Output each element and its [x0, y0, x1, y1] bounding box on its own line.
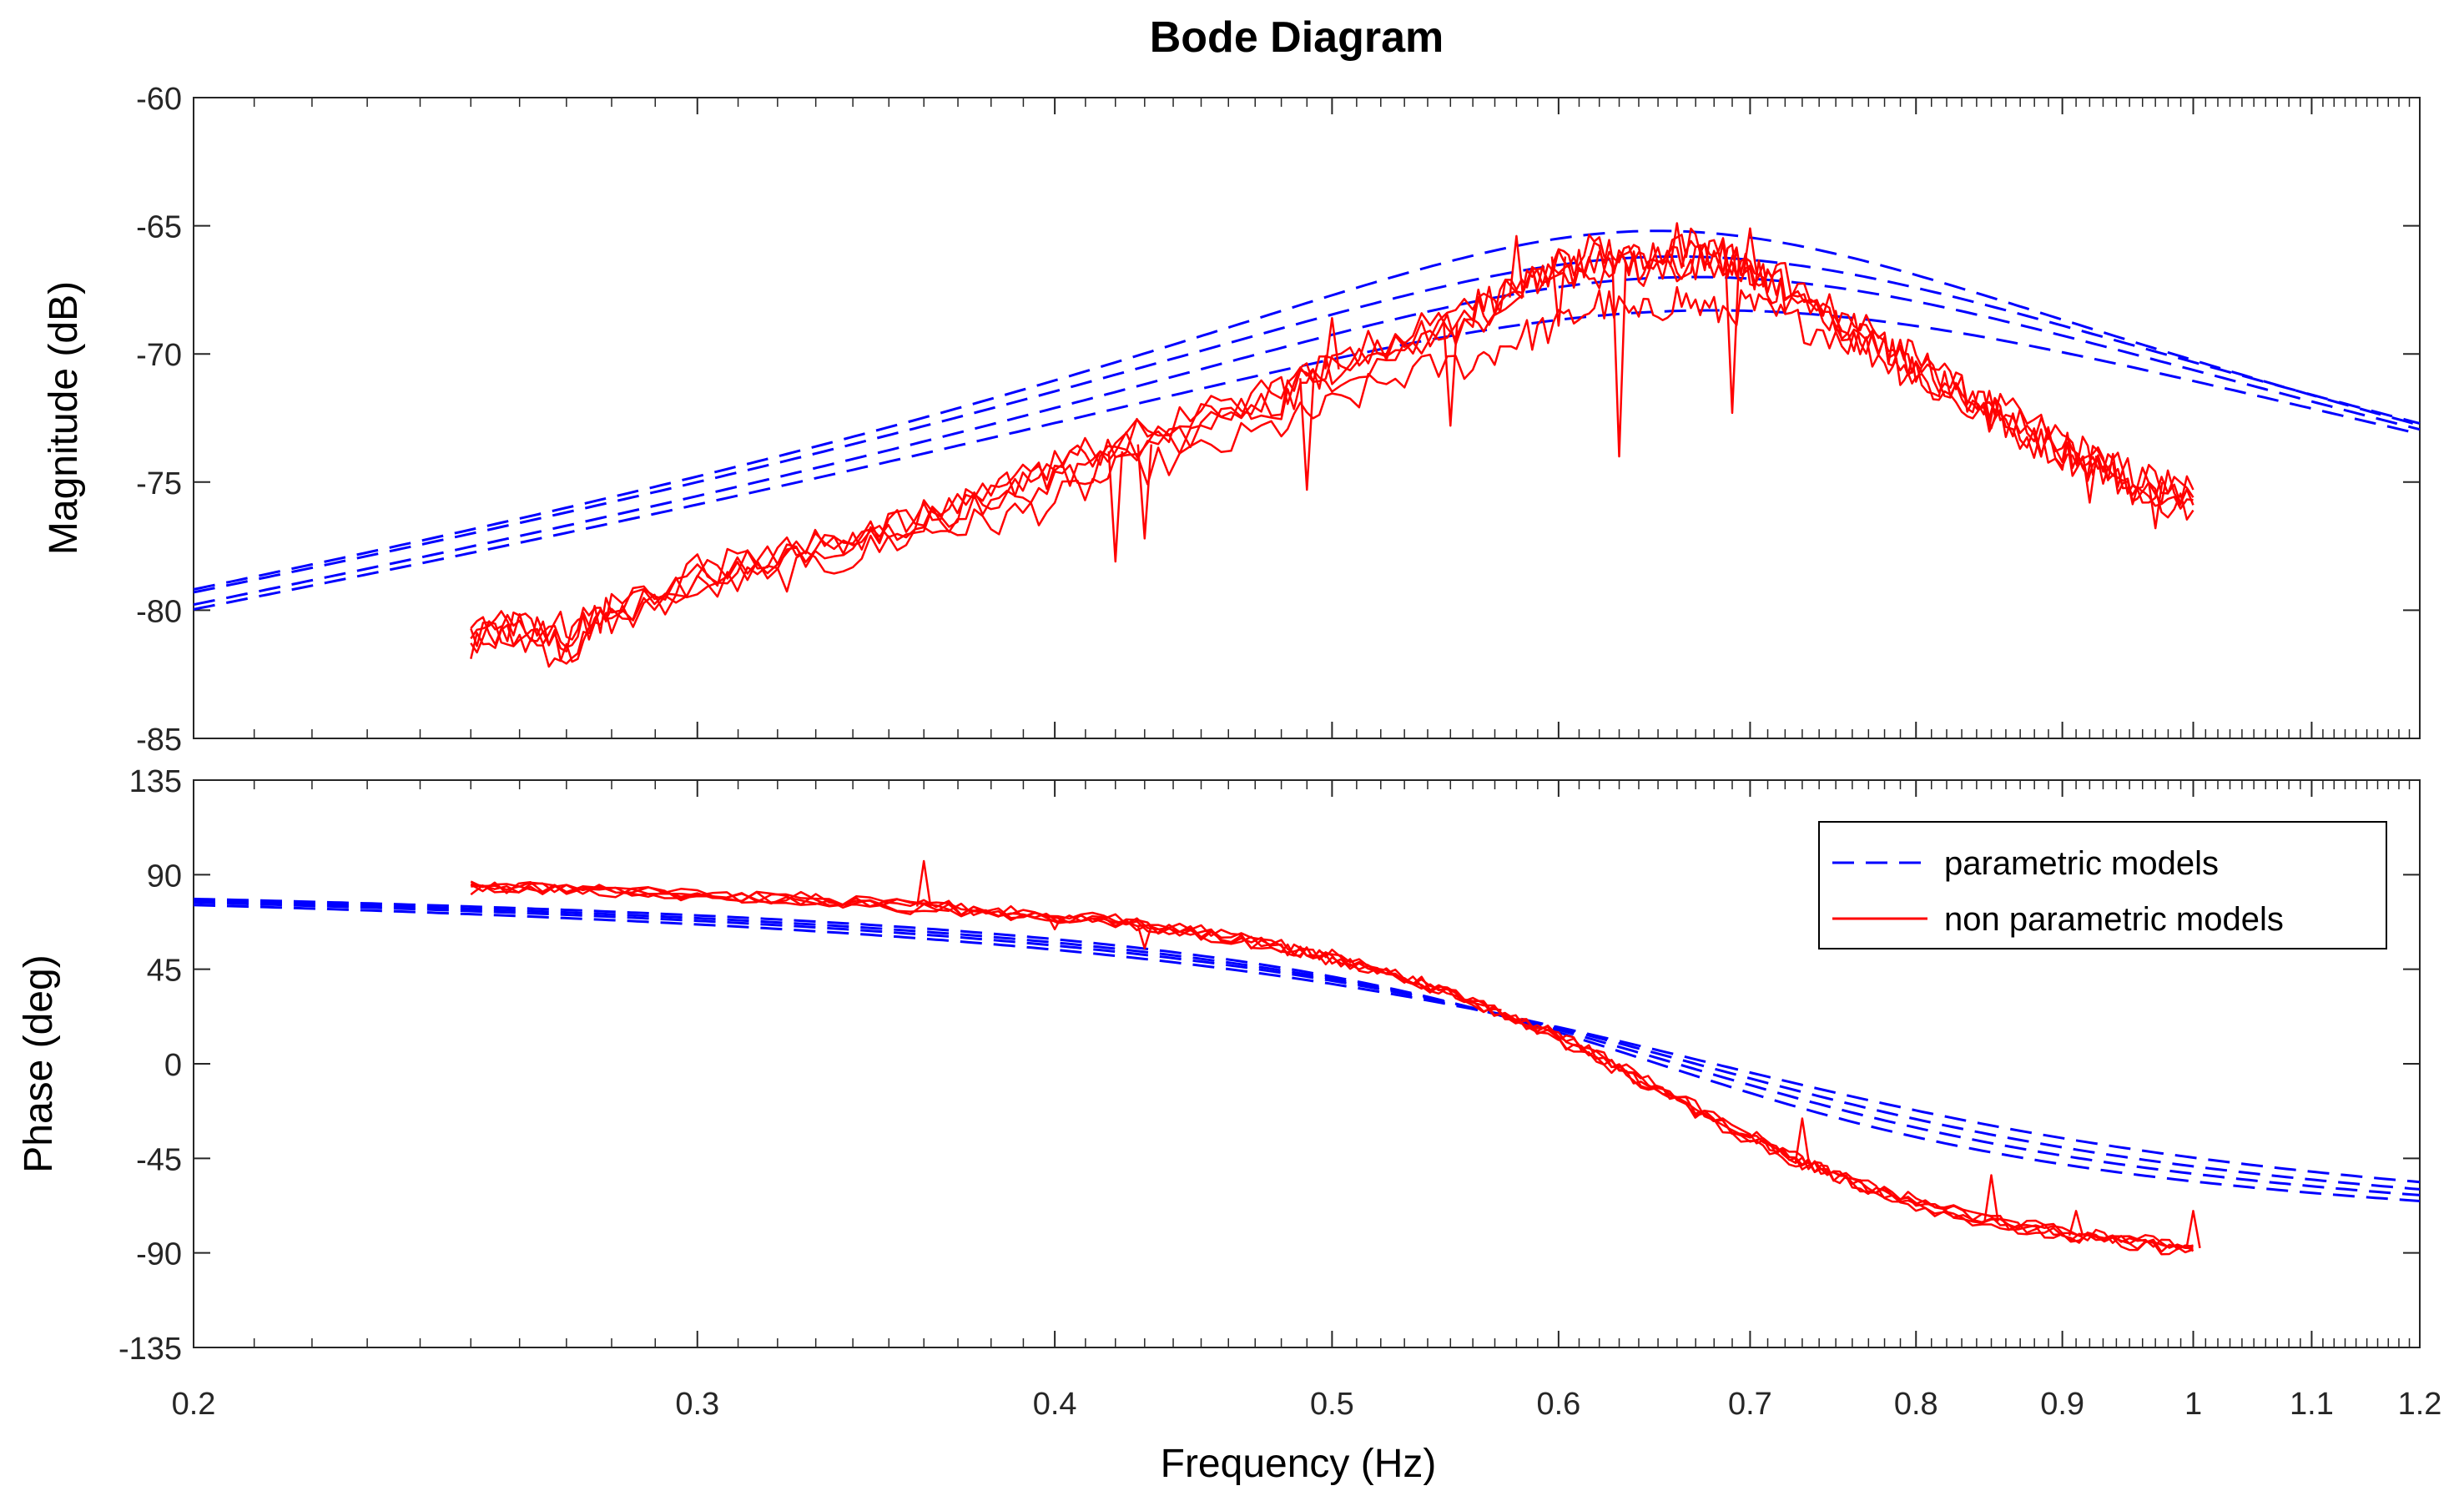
phase-ticks: -135 -90 -45 0 45 90 135	[118, 764, 2421, 1367]
chart-title: Bode Diagram	[1150, 13, 1444, 62]
phase-parametric-line	[193, 897, 2421, 1202]
magnitude-spike	[1443, 323, 1459, 427]
phase-parametric-line	[193, 901, 2421, 1191]
magnitude-non-parametric-line	[470, 227, 2194, 649]
magnitude-y-axis-label: Magnitude (dB)	[42, 281, 86, 555]
magnitude-spike	[1611, 262, 1627, 458]
phase-y-tick-label: 90	[147, 859, 182, 894]
magnitude-y-tick-label: -70	[136, 338, 182, 373]
phase-parametric-lines	[193, 897, 2421, 1202]
magnitude-spike	[1136, 444, 1153, 540]
phase-y-axis-label: Phase (deg)	[17, 954, 61, 1173]
x-tick-label: 0.3	[675, 1387, 719, 1422]
legend: parametric models non parametric models	[1818, 821, 2387, 949]
phase-non-parametric-line	[470, 882, 2194, 1256]
magnitude-axes-frame	[193, 97, 2421, 739]
magnitude-spike	[2147, 481, 2164, 530]
x-tick-label: 1.2	[2398, 1387, 2442, 1422]
magnitude-panel: -85 -80 -75 -70 -65 -60 Magnitude (dB)	[42, 82, 2421, 758]
phase-parametric-line	[193, 904, 2421, 1184]
magnitude-parametric-line	[193, 229, 2421, 591]
phase-y-tick-label: 0	[164, 1048, 182, 1083]
legend-label-parametric: parametric models	[1944, 845, 2219, 882]
magnitude-y-tick-label: -80	[136, 594, 182, 629]
magnitude-non-parametric-line	[470, 239, 2194, 665]
x-tick-label: 1.1	[2290, 1387, 2334, 1422]
x-tick-label: 0.7	[1728, 1387, 1772, 1422]
x-tick-label: 0.8	[1894, 1387, 1938, 1422]
legend-box	[1818, 821, 2387, 949]
phase-spike	[1794, 1117, 1811, 1163]
phase-spike	[2068, 1210, 2084, 1237]
phase-y-tick-label: 45	[147, 954, 182, 989]
magnitude-spike	[1550, 256, 1567, 327]
magnitude-spike	[1669, 222, 1685, 267]
magnitude-y-tick-label: -65	[136, 210, 182, 245]
phase-spike	[1046, 915, 1063, 931]
magnitude-parametric-line	[193, 255, 2421, 594]
phase-y-tick-label: -135	[118, 1332, 182, 1367]
phase-spike	[1983, 1174, 1999, 1222]
magnitude-spike	[1983, 405, 1999, 430]
magnitude-non-parametric-line	[470, 285, 2194, 668]
x-tick-label: 0.5	[1310, 1387, 1354, 1422]
magnitude-y-tick-label: -75	[136, 466, 182, 501]
phase-y-tick-label: -45	[136, 1142, 182, 1177]
magnitude-y-tick-label: -60	[136, 82, 182, 117]
magnitude-non-parametric-lines	[470, 222, 2194, 668]
legend-label-non-parametric: non parametric models	[1944, 901, 2284, 938]
magnitude-y-tick-label: -85	[136, 723, 182, 758]
x-tick-label: 0.4	[1033, 1387, 1077, 1422]
x-axis-label: Frequency (Hz)	[1161, 1442, 1437, 1486]
magnitude-ticks: -85 -80 -75 -70 -65 -60	[136, 82, 2421, 758]
magnitude-parametric-line	[193, 275, 2421, 607]
x-tick-label: 0.6	[1536, 1387, 1580, 1422]
magnitude-spike	[1107, 451, 1124, 563]
magnitude-spike	[1509, 234, 1524, 298]
magnitude-spike	[1742, 227, 1758, 275]
x-tick-labels: 0.2 0.3 0.4 0.5 0.6 0.7 0.8 0.9 1 1.1 1.2	[172, 1387, 2442, 1422]
x-tick-label: 1	[2184, 1387, 2202, 1422]
x-tick-label: 0.2	[172, 1387, 216, 1422]
phase-spike	[1136, 925, 1152, 949]
x-tick-label: 0.9	[2040, 1387, 2084, 1422]
phase-non-parametric-lines	[470, 859, 2201, 1256]
magnitude-spike	[1324, 316, 1340, 370]
phase-non-parametric-line	[471, 884, 2194, 1254]
phase-y-tick-label: -90	[136, 1237, 182, 1272]
magnitude-spike	[1299, 378, 1315, 491]
phase-y-tick-label: 135	[129, 764, 182, 799]
phase-parametric-line	[193, 899, 2421, 1196]
magnitude-spike	[2082, 456, 2098, 504]
magnitude-spike	[1724, 260, 1741, 415]
phase-spike	[915, 859, 932, 907]
phase-spike	[2185, 1210, 2201, 1249]
